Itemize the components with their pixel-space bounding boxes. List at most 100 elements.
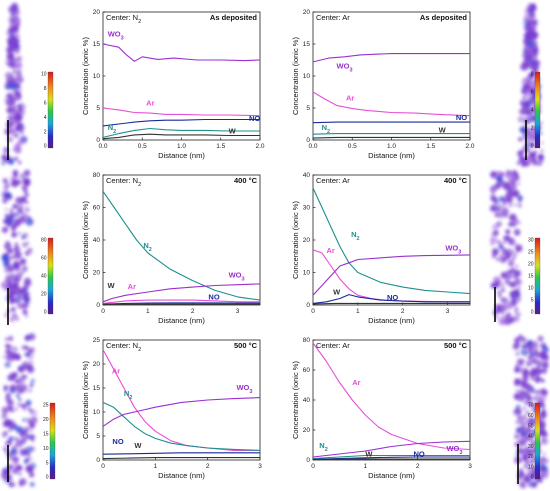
center-label: Center: N2	[106, 13, 141, 25]
colorbar-tick-label: 70	[528, 403, 534, 409]
y-axis-label: Concentration (ionic %)	[81, 361, 90, 439]
y-tick-label: 5	[96, 433, 100, 440]
x-tick-label: 1.5	[216, 143, 225, 150]
y-tick-label: 30	[303, 205, 311, 212]
colorbar	[534, 237, 541, 315]
series-label-ar: Ar	[352, 378, 360, 387]
colorbar-tick-label: 10	[528, 464, 534, 470]
series-line-wo3	[312, 254, 471, 296]
x-tick-label: 0.0	[308, 143, 317, 150]
series-line-w	[312, 458, 470, 461]
series-line-no	[312, 456, 470, 460]
colorbar-tick-label: 0	[44, 310, 47, 316]
y-axis-label: Concentration (ionic %)	[291, 361, 300, 439]
colorbar-tick-label: 4	[531, 108, 534, 114]
center-label: Center: N2	[106, 176, 141, 188]
x-tick-label: 0	[311, 308, 315, 315]
y-tick-label: 10	[93, 409, 101, 416]
center-label: Center: N2	[106, 341, 141, 353]
plot-frame	[102, 174, 261, 306]
series-line-w	[312, 302, 470, 305]
series-label-n2: N2	[143, 241, 151, 253]
x-axis-label: Distance (nm)	[158, 471, 205, 480]
colorbar-tick-label: 6	[44, 101, 47, 107]
series-label-w: W	[439, 125, 447, 134]
y-tick-label: 20	[303, 427, 311, 434]
series-line-ar	[102, 299, 260, 304]
center-label: Center: Ar	[316, 341, 350, 350]
series-line-wo3	[102, 283, 261, 303]
y-tick-label: 15	[93, 385, 101, 392]
y-tick-label: 10	[93, 73, 101, 80]
x-tick-label: 3	[258, 463, 262, 470]
series-line-no	[312, 121, 470, 124]
y-tick-label: 40	[303, 172, 311, 179]
colorbar	[47, 237, 54, 315]
series-line-ar	[312, 91, 471, 117]
x-tick-label: 0.0	[98, 143, 107, 150]
colorbar	[534, 402, 541, 480]
reconstruction-1: 10 8 6 4 2 0	[0, 2, 54, 166]
condition-label: As deposited	[420, 13, 468, 22]
colorbar-tick-label: 6	[531, 90, 534, 96]
x-axis-label: Distance (nm)	[158, 151, 205, 160]
series-label-n2: N2	[351, 230, 359, 242]
x-tick-label: 0	[311, 463, 315, 470]
x-tick-label: 3	[468, 463, 472, 470]
series-line-no	[102, 302, 260, 305]
series-line-n2	[102, 127, 260, 138]
series-label-ar: Ar	[326, 246, 334, 255]
y-tick-label: 5	[306, 105, 310, 112]
colorbar-tick-label: 0	[531, 310, 534, 316]
series-label-n2: N2	[124, 389, 132, 401]
series-line-wo3	[102, 43, 261, 62]
y-tick-label: 0	[306, 137, 310, 144]
chart-panel-1: 0.0 0.5 1.0 1.5 2.0 0 5 10 15 20 Distance (nm) Conc…	[81, 9, 265, 160]
y-tick-label: 0	[306, 302, 310, 309]
x-axis-label: Distance (nm)	[368, 471, 415, 480]
y-tick-label: 5	[96, 105, 100, 112]
x-tick-label: 2	[401, 308, 405, 315]
plot-frame	[102, 339, 261, 461]
colorbar-tick-label: 5	[46, 460, 49, 466]
colorbar-tick-label: 8	[531, 72, 534, 78]
reconstruction-2: 8 6 4 2 0	[516, 3, 545, 167]
y-tick-label: 20	[93, 9, 101, 16]
series-label-no: NO	[387, 293, 398, 302]
colorbar-tick-label: 5	[531, 298, 534, 304]
y-tick-label: 20	[303, 237, 311, 244]
y-axis-label: Concentration (ionic %)	[291, 37, 300, 115]
series-line-wo3	[312, 440, 471, 458]
series-label-w: W	[134, 441, 142, 450]
series-line-no	[102, 118, 260, 127]
x-axis-label: Distance (nm)	[368, 316, 415, 325]
colorbar-tick-label: 10	[43, 446, 49, 452]
series-line-ar	[312, 342, 471, 451]
y-tick-label: 10	[303, 73, 311, 80]
condition-label: 500 °C	[444, 341, 468, 350]
x-tick-label: 1	[154, 463, 158, 470]
series-label-ar: Ar	[112, 367, 120, 376]
colorbar-tick-label: 4	[44, 115, 47, 121]
series-label-n2: N2	[319, 441, 327, 453]
y-tick-label: 15	[303, 41, 311, 48]
colorbar	[49, 402, 56, 480]
series-label-w: W	[229, 127, 237, 136]
x-axis-label: Distance (nm)	[158, 316, 205, 325]
reconstruction-6: 70 60 50 40 30 20 10 0	[512, 334, 550, 489]
series-label-wo3: WO3	[236, 383, 252, 395]
x-tick-label: 2	[206, 463, 210, 470]
series-label-w: W	[333, 288, 341, 297]
reconstruction-4: 30 25 20 15 10 5 0	[489, 169, 541, 326]
y-tick-label: 60	[93, 205, 101, 212]
colorbar-tick-label: 40	[528, 434, 534, 440]
x-tick-label: 0	[101, 463, 105, 470]
series-label-w: W	[365, 449, 373, 458]
colorbar-tick-label: 10	[528, 286, 534, 292]
center-label: Center: Ar	[316, 176, 350, 185]
series-label-ar: Ar	[146, 98, 154, 107]
colorbar-tick-label: 60	[41, 256, 47, 262]
condition-label: 400 °C	[234, 176, 258, 185]
x-tick-label: 2.0	[255, 143, 264, 150]
